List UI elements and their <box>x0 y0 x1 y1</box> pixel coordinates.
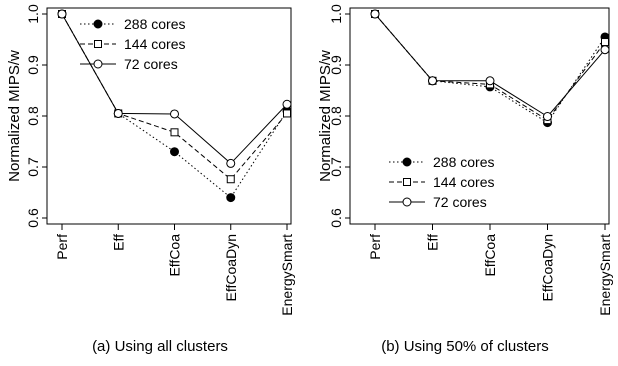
y-tick-label: 0.8 <box>328 106 344 126</box>
y-tick-label: 0.8 <box>25 106 41 126</box>
x-tick-label: Perf <box>367 234 383 260</box>
y-tick-label: 0.7 <box>328 157 344 177</box>
chart-panel-b: 0.6 0.7 0.8 0.9 1.0 Normalized MIPS/w Perf Eff E… <box>317 4 613 316</box>
data-point <box>600 45 610 55</box>
series-open-circle <box>57 9 292 168</box>
legend-marker <box>94 40 102 48</box>
y-axis-label: Normalized MIPS/w <box>317 50 334 182</box>
y-tick-label: 1.0 <box>25 4 41 24</box>
legend: 288 cores 144 cores 72 cores <box>389 154 494 210</box>
series-filled-circle <box>370 9 610 128</box>
x-tick-label: EffCoa <box>167 234 183 277</box>
x-tick-label: EffCoaDyn <box>223 234 239 301</box>
legend-label: 144 cores <box>124 36 185 52</box>
x-tick-label: EnergySmart <box>279 234 295 316</box>
legend-marker <box>93 19 103 29</box>
data-point <box>170 147 179 157</box>
legend-label: 288 cores <box>433 154 494 170</box>
x-tick-label: EffCoa <box>482 234 498 277</box>
x-tick-label: Eff <box>425 234 441 251</box>
data-point <box>601 38 609 47</box>
y-tick-label: 0.9 <box>25 55 41 75</box>
y-tick-label: 0.7 <box>25 157 41 177</box>
series-line <box>374 13 606 121</box>
plot-frame <box>349 7 610 225</box>
legend-marker <box>402 157 412 167</box>
legend-marker <box>403 178 411 186</box>
caption-b: (b) Using 50% of clusters <box>381 338 549 355</box>
data-point <box>57 9 67 19</box>
data-point <box>283 109 291 118</box>
y-tick-label: 0.9 <box>328 55 344 75</box>
series-line <box>374 13 606 118</box>
x-tick-label: EffCoaDyn <box>540 234 556 301</box>
legend-label: 144 cores <box>433 174 494 190</box>
legend-label: 72 cores <box>124 56 178 72</box>
y-tick-label: 0.6 <box>328 208 344 228</box>
data-point <box>226 193 236 203</box>
y-tick-label: 1.0 <box>328 4 344 24</box>
y-axis-label: Normalized MIPS/w <box>6 50 23 182</box>
data-point <box>226 175 235 184</box>
legend-label: 72 cores <box>433 194 487 210</box>
x-tick-label: EnergySmart <box>597 234 613 316</box>
data-point <box>485 76 495 86</box>
chart-panel-a: 0.6 0.7 0.8 0.9 1.0 Normalized MIPS/w Perf Eff E… <box>6 4 295 316</box>
legend: 288 cores 144 cores 72 cores <box>80 16 185 72</box>
data-point <box>282 99 292 109</box>
caption-a: (a) Using all clusters <box>92 338 228 355</box>
data-point <box>170 109 179 119</box>
data-point <box>113 108 123 118</box>
legend-marker <box>402 197 412 207</box>
data-point <box>170 128 179 137</box>
data-point <box>543 112 552 122</box>
series-line <box>374 13 606 124</box>
legend-marker <box>93 59 103 69</box>
legend-label: 288 cores <box>124 16 185 32</box>
x-tick-label: Eff <box>110 234 126 251</box>
series-open-circle <box>370 9 610 122</box>
data-point <box>226 158 236 168</box>
data-point <box>370 9 380 19</box>
x-tick-label: Perf <box>54 234 70 260</box>
data-point <box>428 76 437 86</box>
series-open-square <box>371 10 609 125</box>
y-tick-label: 0.6 <box>25 208 41 228</box>
